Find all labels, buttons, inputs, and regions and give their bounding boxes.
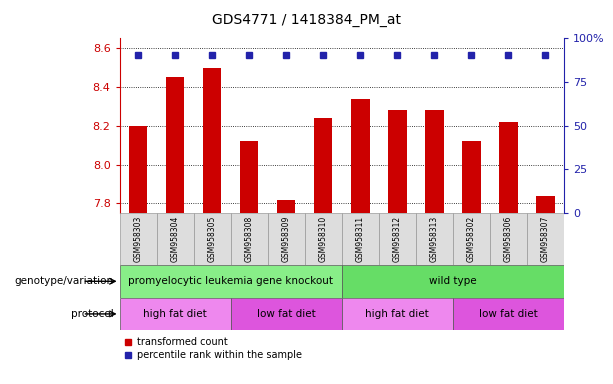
Text: GSM958304: GSM958304	[170, 216, 180, 262]
Legend: transformed count, percentile rank within the sample: transformed count, percentile rank withi…	[124, 337, 302, 360]
Bar	[156, 213, 194, 265]
Text: GSM958307: GSM958307	[541, 216, 550, 262]
Bar	[490, 213, 527, 265]
Text: GSM958309: GSM958309	[282, 216, 291, 262]
Bar	[203, 68, 221, 213]
Text: protocol: protocol	[70, 309, 113, 319]
Bar	[240, 141, 259, 213]
Text: high fat diet: high fat diet	[365, 309, 429, 319]
Text: GSM958306: GSM958306	[504, 216, 513, 262]
Bar	[194, 213, 230, 265]
Text: GSM958303: GSM958303	[134, 216, 143, 262]
Bar	[341, 265, 564, 298]
Bar	[341, 298, 453, 330]
Text: promyelocytic leukemia gene knockout: promyelocytic leukemia gene knockout	[128, 276, 333, 286]
Bar	[129, 126, 147, 213]
Bar	[536, 195, 555, 213]
Text: high fat diet: high fat diet	[143, 309, 207, 319]
Bar	[425, 110, 444, 213]
Bar	[416, 213, 453, 265]
Bar	[462, 141, 481, 213]
Bar	[120, 298, 230, 330]
Text: wild type: wild type	[429, 276, 477, 286]
Bar	[230, 213, 268, 265]
Bar	[268, 213, 305, 265]
Text: GSM958302: GSM958302	[467, 216, 476, 262]
Bar	[527, 213, 564, 265]
Text: GSM958312: GSM958312	[393, 216, 402, 262]
Bar	[351, 99, 370, 213]
Bar	[314, 118, 332, 213]
Bar	[305, 213, 341, 265]
Bar	[277, 200, 295, 213]
Text: GSM958311: GSM958311	[356, 216, 365, 262]
Bar	[453, 298, 564, 330]
Text: GSM958310: GSM958310	[319, 216, 328, 262]
Bar	[499, 122, 517, 213]
Bar	[341, 213, 379, 265]
Text: GSM958313: GSM958313	[430, 216, 439, 262]
Text: GSM958308: GSM958308	[245, 216, 254, 262]
Bar	[120, 213, 156, 265]
Bar	[120, 265, 341, 298]
Text: genotype/variation: genotype/variation	[14, 276, 113, 286]
Bar	[379, 213, 416, 265]
Text: low fat diet: low fat diet	[479, 309, 538, 319]
Bar	[230, 298, 341, 330]
Bar	[453, 213, 490, 265]
Text: low fat diet: low fat diet	[257, 309, 316, 319]
Text: GSM958305: GSM958305	[208, 216, 216, 262]
Bar	[388, 110, 406, 213]
Bar	[166, 77, 185, 213]
Text: GDS4771 / 1418384_PM_at: GDS4771 / 1418384_PM_at	[212, 13, 401, 27]
